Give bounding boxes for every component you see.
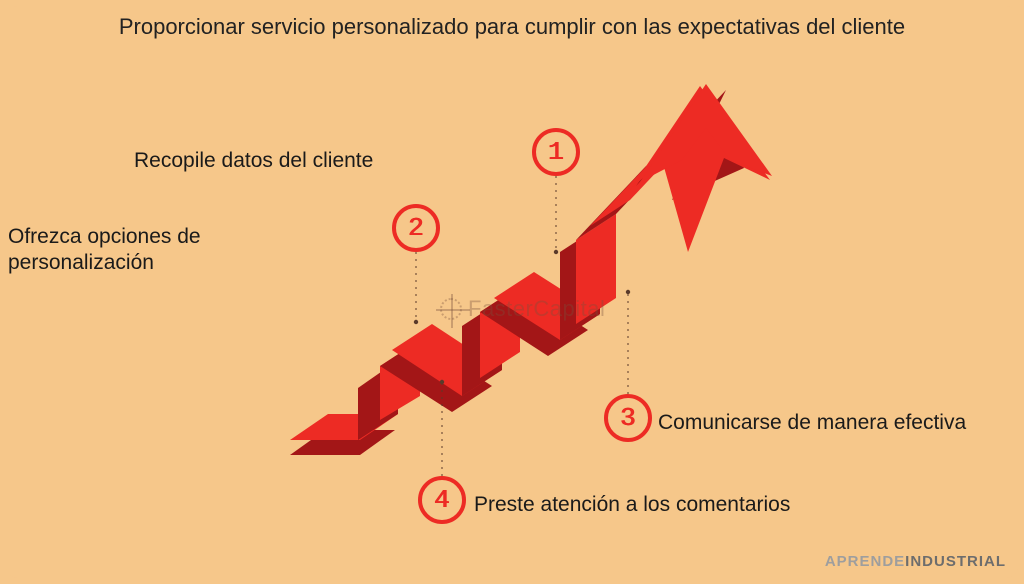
step-circle-3: 3	[604, 394, 652, 442]
step-number: 4	[434, 485, 450, 515]
step-circle-1: 1	[532, 128, 580, 176]
watermark-icon	[440, 298, 462, 320]
step-circle-2: 2	[392, 204, 440, 252]
step-label-1: Recopile datos del cliente	[134, 148, 434, 174]
infographic-stage: Proporcionar servicio personalizado para…	[0, 0, 1024, 584]
step-number: 3	[620, 403, 636, 433]
footer-part2: INDUSTRIAL	[905, 553, 1006, 570]
watermark: FasterCapital	[440, 296, 605, 322]
step-number: 2	[408, 213, 424, 243]
step-label-2: Ofrezca opciones de personalización	[8, 224, 268, 277]
step-number: 1	[548, 137, 564, 167]
watermark-text: FasterCapital	[468, 296, 605, 322]
footer-part1: APRENDE	[825, 553, 905, 570]
step-label-3: Comunicarse de manera efectiva	[658, 410, 1018, 436]
footer-brand: APRENDEINDUSTRIAL	[825, 553, 1006, 570]
step-label-4: Preste atención a los comentarios	[474, 492, 874, 518]
step-circle-4: 4	[418, 476, 466, 524]
